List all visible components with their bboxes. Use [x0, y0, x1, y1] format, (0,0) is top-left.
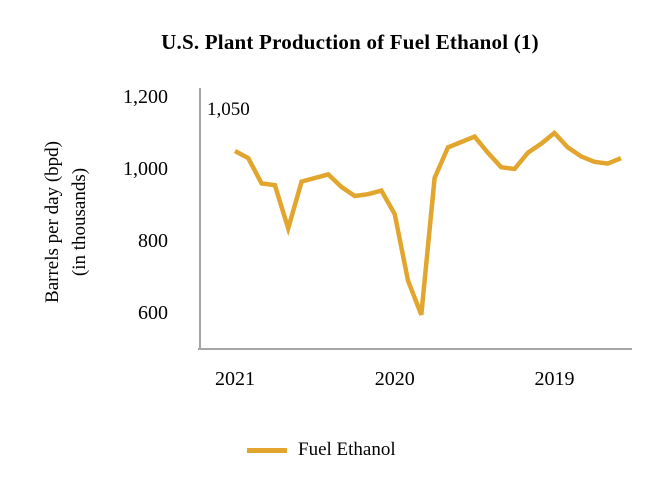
x-tick-label: 2019: [534, 368, 575, 390]
x-tick-label: 2020: [374, 368, 415, 390]
y-tick-label: 1,000: [123, 158, 168, 180]
chart-title: U.S. Plant Production of Fuel Ethanol (1…: [161, 30, 539, 54]
y-tick-label: 800: [138, 230, 168, 252]
legend: Fuel Ethanol: [247, 438, 396, 462]
y-tick-label: 1,200: [123, 86, 168, 108]
x-tick-label: 2021: [215, 368, 255, 390]
legend-label: Fuel Ethanol: [298, 439, 396, 460]
legend-line-swatch: [247, 447, 287, 453]
y-tick-label: 600: [138, 302, 168, 324]
fuel-ethanol-line: [233, 129, 622, 316]
latest-value-label: 1,050: [207, 99, 250, 120]
